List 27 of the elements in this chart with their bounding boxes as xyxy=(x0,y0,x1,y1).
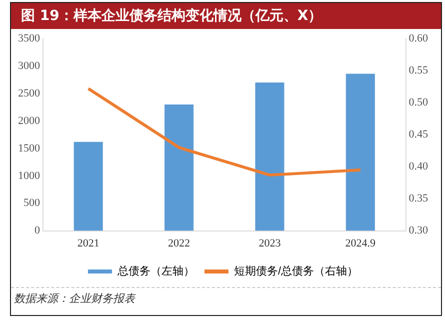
y-tick-label: 3000 xyxy=(18,60,40,72)
y-tick-label: 500 xyxy=(24,197,40,210)
y-tick-label: 2500 xyxy=(18,87,40,100)
y-tick-label: 0 xyxy=(34,224,40,237)
bar xyxy=(255,82,284,231)
legend-label: 短期债务/总债务（右轴） xyxy=(234,264,358,278)
y2-tick-label: 0.45 xyxy=(408,128,428,141)
y2-tick-label: 0.30 xyxy=(408,224,428,237)
bar xyxy=(74,142,103,231)
y2-tick-label: 0.60 xyxy=(408,32,428,44)
y-tick-label: 1500 xyxy=(18,142,40,154)
y2-tick-label: 0.50 xyxy=(408,96,428,109)
y2-tick-label: 0.40 xyxy=(408,160,428,173)
y-tick-label: 1000 xyxy=(18,170,40,182)
source-note: 数据来源：企业财务报表 xyxy=(11,287,441,309)
chart-title: 图 19：样本企业债务结构变化情况（亿元、X） xyxy=(11,3,441,29)
x-tick-label: 2022 xyxy=(168,237,190,250)
y2-tick-label: 0.55 xyxy=(408,64,428,77)
legend-label: 总债务（左轴） xyxy=(116,264,194,278)
y-tick-label: 2000 xyxy=(18,114,40,127)
y-tick-label: 3500 xyxy=(18,32,40,44)
bar xyxy=(164,104,194,231)
x-tick-label: 2021 xyxy=(77,237,100,250)
bar xyxy=(346,74,375,231)
x-tick-label: 2023 xyxy=(258,237,282,250)
y2-tick-label: 0.35 xyxy=(408,192,428,205)
x-tick-label: 2024.9 xyxy=(345,237,376,250)
